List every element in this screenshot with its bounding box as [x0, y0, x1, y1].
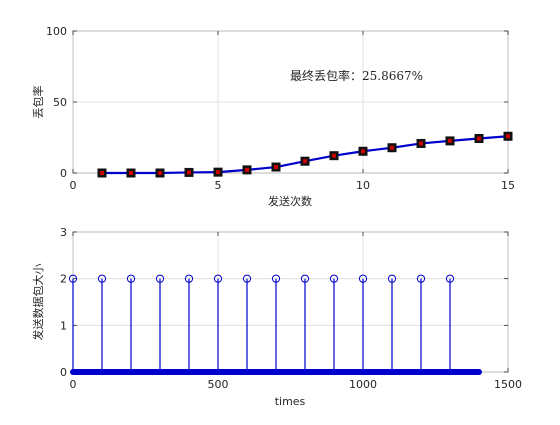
x-tick-label: 500 [208, 378, 229, 391]
stem-marker [126, 274, 136, 283]
stem-marker [300, 274, 310, 283]
loss-rate-marker-center [216, 170, 220, 175]
loss-rate-marker-center [332, 153, 336, 158]
loss-rate-marker-center [100, 171, 104, 175]
y-axis-label-packet-size: 发送数据包大小 [31, 264, 45, 341]
packet-size-ticks: 0 500 1000 1500 0 1 2 3 [60, 226, 522, 391]
x-tick-label: 1000 [349, 378, 377, 391]
packet-size-plot-area [72, 231, 509, 373]
stem-marker [68, 274, 78, 283]
stem-marker [445, 274, 455, 283]
loss-rate-marker-center [361, 149, 365, 154]
x-tick-label: 0 [70, 378, 77, 391]
x-tick-label: 15 [501, 179, 515, 192]
loss-rate-series [97, 131, 513, 178]
loss-rate-marker-center [245, 167, 249, 172]
loss-rate-marker-center [187, 170, 191, 175]
x-tick-label: 1500 [494, 378, 522, 391]
y-tick-label: 0 [60, 366, 67, 379]
x-axis-label-times: times [275, 395, 306, 408]
packet-size-plot: 0 500 1000 1500 0 1 2 3 times 发送数据包大小 [31, 226, 522, 408]
loss-rate-marker-center [303, 159, 307, 164]
loss-rate-plot: 0 5 10 15 0 50 100 最终丢包率：25.8667% 发送次数 丢包率 [31, 25, 515, 208]
x-tick-label: 0 [70, 179, 77, 192]
stem-marker [329, 274, 339, 283]
y-tick-label: 50 [53, 96, 67, 109]
stem-marker [97, 274, 107, 283]
loss-rate-marker-center [390, 145, 394, 150]
loss-rate-marker-center [448, 138, 452, 143]
y-tick-label: 100 [46, 25, 67, 38]
stem-marker [416, 274, 426, 283]
stem-marker [387, 274, 397, 283]
x-tick-label: 10 [356, 179, 370, 192]
y-tick-label: 2 [60, 273, 67, 286]
y-tick-label: 0 [60, 167, 67, 180]
y-axis-label-loss-rate: 丢包率 [31, 86, 45, 119]
x-axis-label-sends: 发送次数 [268, 194, 312, 208]
final-loss-annotation: 最终丢包率：25.8667% [290, 68, 423, 83]
y-tick-label: 1 [60, 319, 67, 332]
x-tick-label: 5 [215, 179, 222, 192]
loss-rate-marker-center [129, 171, 133, 175]
stem-marker [358, 274, 368, 283]
packet-size-series [68, 274, 482, 375]
loss-rate-marker-center [274, 165, 278, 170]
loss-rate-marker-center [158, 171, 162, 175]
stem-marker [213, 274, 223, 283]
stem-marker [155, 274, 165, 283]
stem-marker [184, 274, 194, 283]
loss-rate-ticks: 0 5 10 15 0 50 100 [46, 25, 515, 192]
loss-rate-marker-center [419, 141, 423, 146]
loss-rate-marker-center [506, 134, 510, 139]
stem-marker [242, 274, 252, 283]
y-tick-label: 3 [60, 226, 67, 239]
stem-marker [271, 274, 281, 283]
loss-rate-marker-center [477, 136, 481, 141]
